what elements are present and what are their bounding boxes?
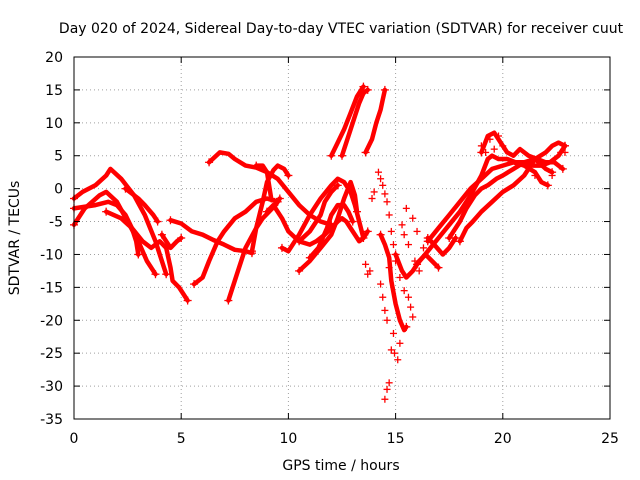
series-line xyxy=(71,166,169,277)
y-tick-label: 15 xyxy=(45,83,63,99)
series-line xyxy=(339,87,370,158)
y-tick-label: -15 xyxy=(40,280,63,296)
x-axis-label: GPS time / hours xyxy=(282,458,399,474)
y-tick-label: -10 xyxy=(40,247,63,263)
series-scatter-a xyxy=(362,168,427,403)
series-line xyxy=(378,232,409,333)
x-tick-label: 25 xyxy=(601,431,619,447)
series-line xyxy=(307,202,355,260)
series-line xyxy=(296,183,340,244)
y-tick-label: -5 xyxy=(49,215,63,231)
x-tick-label: 20 xyxy=(494,431,512,447)
ticks: 0 5 10 15 20 25 -35 -30 -25 -20 -15 -10 -5 0 5 10 15 20 xyxy=(40,50,619,447)
y-tick-label: -30 xyxy=(40,379,63,395)
series-arc-20 xyxy=(361,85,389,157)
series-arc-11 xyxy=(247,163,293,256)
y-tick-label: 0 xyxy=(54,182,63,198)
series-line xyxy=(264,202,370,247)
y-tick-label: -25 xyxy=(40,346,63,362)
series-line xyxy=(159,232,184,251)
plot-frame xyxy=(73,56,611,420)
series-scatter-b xyxy=(477,132,569,179)
y-tick-label: 5 xyxy=(54,149,63,165)
series-arc-19 xyxy=(338,85,372,160)
series-line xyxy=(457,156,555,244)
series-line xyxy=(249,163,291,254)
series-line xyxy=(103,209,190,303)
chart-title: Day 020 of 2024, Sidereal Day-to-day VTE… xyxy=(59,21,624,37)
series-line xyxy=(329,84,366,158)
series-arc-21 xyxy=(376,230,411,333)
grid xyxy=(74,57,610,419)
data-layer xyxy=(70,82,569,403)
series-line xyxy=(71,199,141,257)
series-arc-16 xyxy=(305,202,357,262)
series-arc-27 xyxy=(423,234,460,257)
x-tick-label: 10 xyxy=(279,431,297,447)
series-line xyxy=(123,186,160,224)
series-line xyxy=(446,140,568,241)
y-tick-label: 10 xyxy=(45,116,63,132)
series-arc-17 xyxy=(295,181,342,246)
series-arc-4 xyxy=(102,207,192,305)
y-tick-label: -35 xyxy=(40,412,63,428)
x-tick-label: 15 xyxy=(387,431,405,447)
series-arc-5 xyxy=(121,184,162,226)
series-arc-25 xyxy=(445,140,569,242)
series-line xyxy=(168,217,255,256)
y-axis-label: SDTVAR / TECUs xyxy=(7,181,23,296)
series-arc-18 xyxy=(327,82,368,160)
series-line xyxy=(479,130,566,172)
series-arc-12 xyxy=(252,161,276,203)
series-line xyxy=(425,235,458,257)
series-arc-13 xyxy=(262,202,372,247)
series-arc-6 xyxy=(157,230,186,251)
x-tick-label: 5 xyxy=(177,431,186,447)
y-tick-label: 20 xyxy=(45,50,63,66)
y-tick-label: -20 xyxy=(40,313,63,329)
x-tick-label: 0 xyxy=(70,431,79,447)
series-line xyxy=(363,87,388,155)
